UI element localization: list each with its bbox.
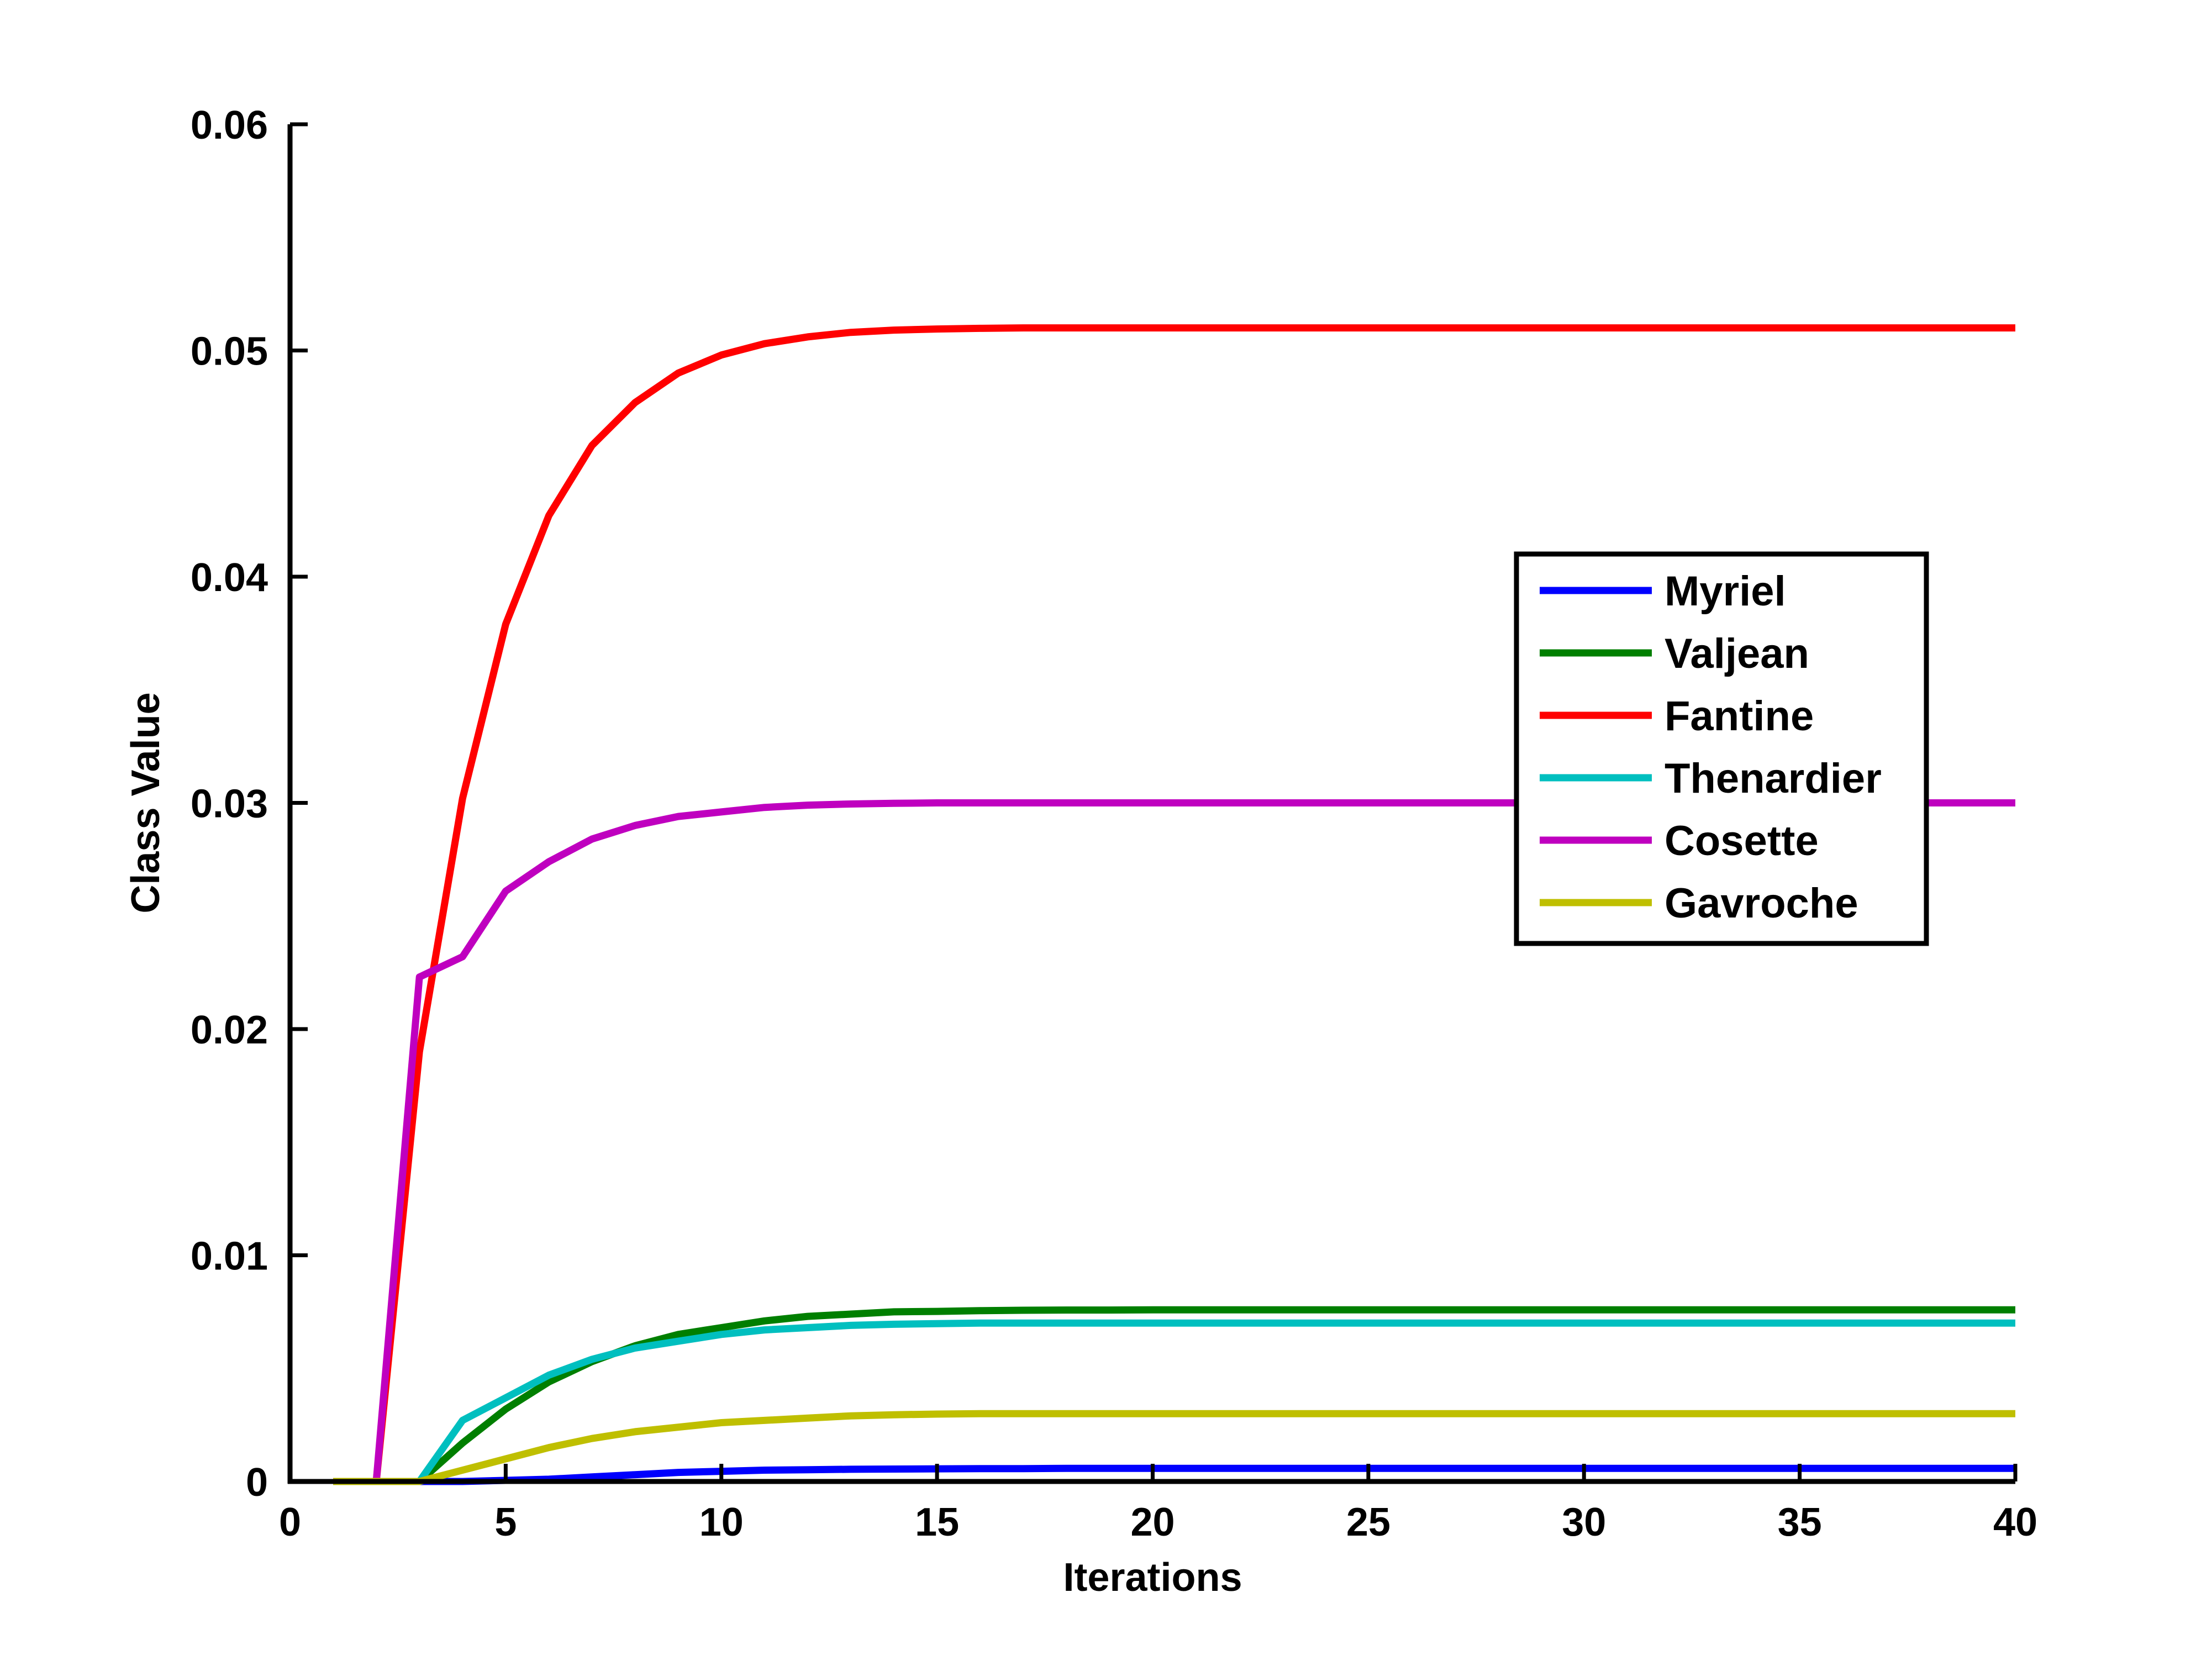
y-axis-label: Class Value	[124, 692, 168, 913]
x-tick-label: 5	[494, 1500, 517, 1544]
legend-label-fantine: Fantine	[1665, 693, 1814, 740]
series-line-myriel	[333, 1464, 2015, 1485]
x-tick-label: 0	[279, 1500, 301, 1544]
y-tick-label: 0.06	[191, 103, 268, 147]
legend: Myriel Valjean Fantine Thenardier Cosette Gav…	[1514, 551, 1929, 946]
legend-label-gavroche: Gavroche	[1665, 880, 1858, 927]
legend-label-valjean: Valjean	[1665, 630, 1809, 677]
y-tick-label: 0.05	[191, 330, 268, 374]
x-axis-label: Iterations	[1063, 1555, 1242, 1600]
x-tick-label: 30	[1562, 1500, 1606, 1544]
x-tick-label: 15	[915, 1500, 959, 1544]
x-tick-label: 40	[1993, 1500, 2037, 1544]
legend-box	[1514, 551, 1929, 946]
legend-label-thenardier: Thenardier	[1665, 755, 1882, 802]
x-tick-label: 35	[1778, 1500, 1822, 1544]
y-tick-label: 0.03	[191, 782, 268, 826]
x-tick-label: 25	[1346, 1500, 1391, 1544]
y-tick-label: 0.02	[191, 1008, 268, 1052]
x-tick-label: 20	[1130, 1500, 1175, 1544]
series-line-fantine	[333, 324, 2015, 1485]
y-tick-label: 0.04	[191, 556, 268, 600]
legend-label-cosette: Cosette	[1665, 818, 1819, 864]
y-tick-label: 0.01	[191, 1235, 268, 1279]
series-layer	[333, 324, 2015, 1485]
series-line-gavroche	[333, 1410, 2015, 1485]
series-line-thenardier	[333, 1319, 2015, 1485]
legend-label-myriel: Myriel	[1665, 568, 1786, 615]
x-tick-label: 10	[699, 1500, 744, 1544]
axes-layer: 0 5 10 15 20 25 30 35 40 0 0.01 0.02 0.03 0.04 0.05 0.0…	[124, 103, 2037, 1600]
y-tick-label: 0	[246, 1460, 268, 1505]
